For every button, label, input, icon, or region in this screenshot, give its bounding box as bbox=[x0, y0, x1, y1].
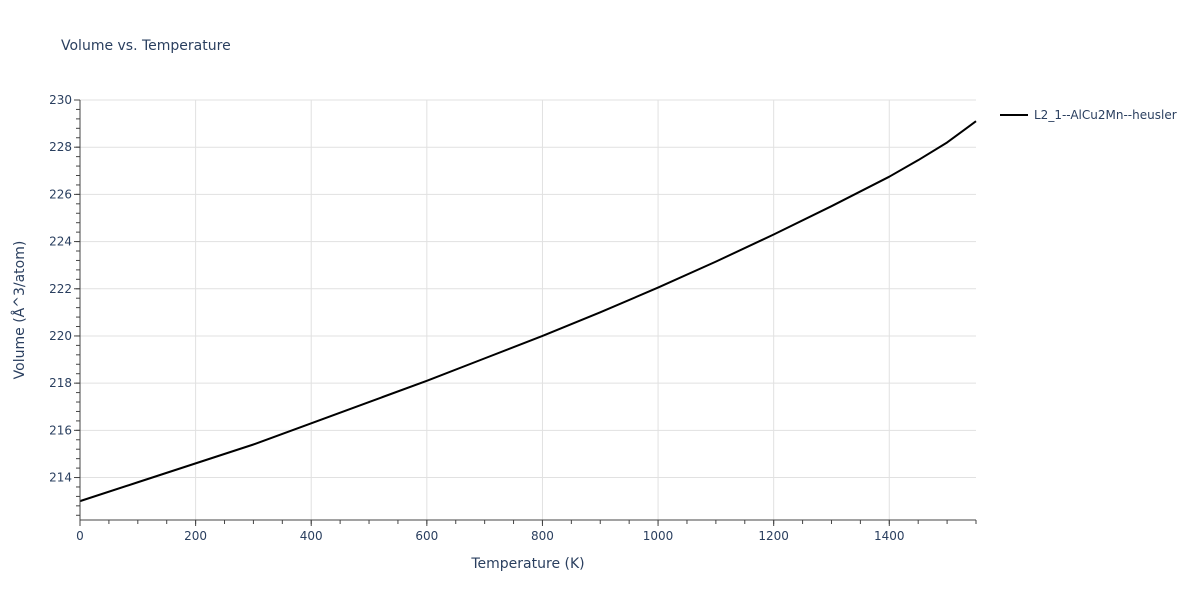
chart-title: Volume vs. Temperature bbox=[61, 38, 231, 54]
x-tick-label: 400 bbox=[300, 529, 323, 543]
x-tick-label: 800 bbox=[531, 529, 554, 543]
x-axis-title: Temperature (K) bbox=[470, 556, 584, 572]
y-tick-label: 226 bbox=[49, 187, 72, 201]
y-tick-label: 228 bbox=[49, 140, 72, 154]
y-axis-title: Volume (Å^3/atom) bbox=[11, 241, 28, 380]
y-tick-label: 214 bbox=[49, 471, 72, 485]
series-group bbox=[79, 120, 977, 503]
y-axis-ticks: 214 216 218 220 222 224 226 228 230 bbox=[49, 93, 80, 485]
minor-ticks bbox=[76, 99, 977, 524]
y-tick-label: 222 bbox=[49, 282, 72, 296]
x-tick-label: 200 bbox=[184, 529, 207, 543]
y-tick-label: 230 bbox=[49, 93, 72, 107]
grid bbox=[80, 99, 976, 520]
x-tick-label: 600 bbox=[415, 529, 438, 543]
x-tick-label: 1000 bbox=[643, 529, 674, 543]
x-tick-label: 0 bbox=[76, 529, 84, 543]
y-tick-label: 224 bbox=[49, 235, 72, 249]
series-line bbox=[79, 120, 977, 503]
legend[interactable]: L2_1--AlCu2Mn--heusler bbox=[1000, 108, 1177, 122]
y-tick-label: 220 bbox=[49, 329, 72, 343]
legend-label: L2_1--AlCu2Mn--heusler bbox=[1034, 108, 1177, 122]
y-tick-label: 216 bbox=[49, 423, 72, 437]
y-tick-label: 218 bbox=[49, 376, 72, 390]
x-axis-ticks: 0 200 400 600 800 1000 1200 1400 bbox=[76, 520, 905, 543]
x-tick-label: 1200 bbox=[758, 529, 789, 543]
x-tick-label: 1400 bbox=[874, 529, 905, 543]
